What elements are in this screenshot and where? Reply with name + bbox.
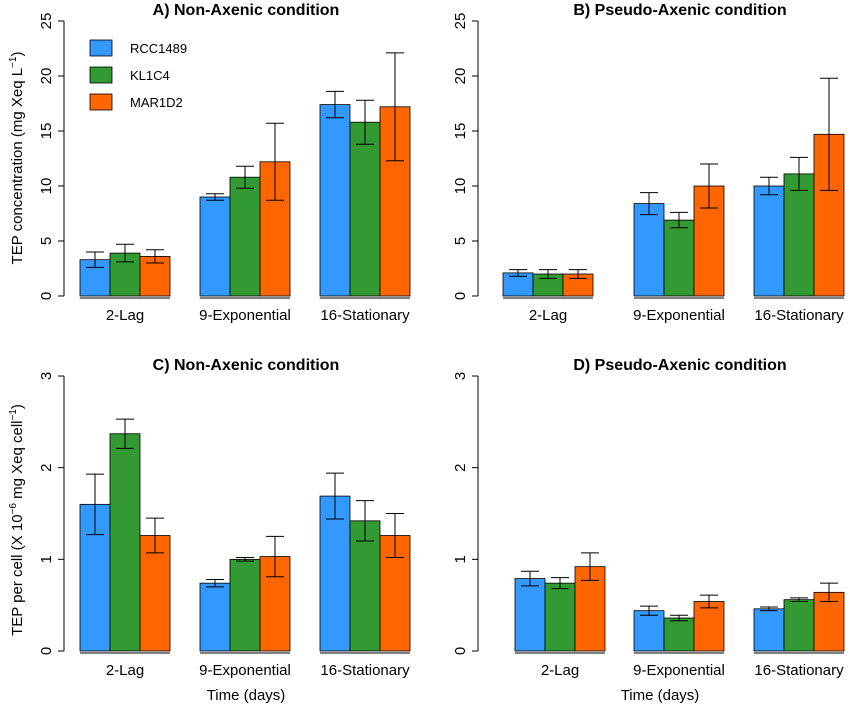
y-tick-label: 2 [452,463,469,471]
panel-c: C) Non-Axenic condition 0 1 2 3 2-Lag 9-Expone… [38,357,411,679]
bar-rcc1489-16-stationary [753,185,785,297]
bar-mar1d2-2-lag [139,535,171,652]
x-tick-label: 2-Lag [106,662,144,679]
y-tick-label: 0 [38,647,55,655]
bar-rcc1489-16-stationary [753,608,785,652]
x-axis-label-right: Time (days) [621,687,700,704]
bar-rcc1489-9-exponential [633,203,665,297]
bar-rcc1489-2-lag [514,578,546,652]
y-tick-label: 3 [452,372,469,380]
legend: RCC1489 KL1C4 MAR1D2 [89,39,187,111]
legend-label-mar1d2: MAR1D2 [130,95,183,110]
legend-swatch-rcc1489 [89,39,113,57]
bar-rcc1489-9-exponential [633,610,665,652]
x-tick-label: 2-Lag [529,307,567,324]
bar-rcc1489-2-lag [79,259,111,297]
legend-label-rcc1489: RCC1489 [130,41,187,56]
y-tick-label: 5 [452,237,469,245]
x-tick-label: 16-Stationary [320,307,410,324]
bar-kl1c4-9-exponential [229,558,261,652]
legend-label-kl1c4: KL1C4 [130,68,170,83]
x-tick-label: 9-Exponential [633,307,725,324]
panel-b: B) Pseudo-Axenic condition 0 5 10 15 20 25 2-La… [452,2,845,324]
bar-kl1c4-2-lag [109,433,141,652]
bar-kl1c4-9-exponential [229,176,261,297]
y-tick-label: 25 [452,13,469,30]
y-tick-label: 5 [38,237,55,245]
y-tick-label: 20 [38,68,55,85]
bar-rcc1489-9-exponential [199,582,231,652]
y-tick-label: 20 [452,68,469,85]
y-axis-label-bottom: TEP per cell (X 10−6 mg Xeq cell−1) [8,404,26,636]
y-tick-label: 25 [38,13,55,30]
y-tick-label: 15 [452,123,469,140]
x-tick-label: 2-Lag [106,307,144,324]
x-tick-label: 9-Exponential [199,662,291,679]
y-tick-label: 3 [38,372,55,380]
y-tick-label: 10 [452,178,469,195]
y-tick-label: 2 [38,463,55,471]
panel-title: B) Pseudo-Axenic condition [573,2,786,19]
legend-swatch-kl1c4 [89,66,113,84]
panel-d: D) Pseudo-Axenic condition 0 1 2 3 2-Lag 9-Exp… [452,357,845,679]
x-tick-label: 16-Stationary [754,307,844,324]
bar-kl1c4-2-lag [544,582,576,652]
bar-kl1c4-16-stationary [349,121,381,297]
bar-kl1c4-16-stationary [783,173,815,297]
x-tick-label: 9-Exponential [633,662,725,679]
x-tick-label: 16-Stationary [320,662,410,679]
legend-swatch-mar1d2 [89,93,113,111]
bar-kl1c4-9-exponential [663,617,695,652]
x-tick-label: 16-Stationary [754,662,844,679]
y-tick-label: 0 [452,647,469,655]
bar-mar1d2-2-lag [139,255,171,297]
y-tick-label: 1 [38,555,55,563]
x-axis-label-left: Time (days) [207,687,286,704]
bar-kl1c4-16-stationary [783,599,815,652]
bar-rcc1489-16-stationary [319,104,351,297]
bar-kl1c4-16-stationary [349,520,381,652]
x-tick-label: 9-Exponential [199,307,291,324]
panel-title: C) Non-Axenic condition [153,357,340,374]
y-axis-label-top: TEP concentration (mg Xeq L−1) [8,52,26,265]
y-tick-label: 1 [452,555,469,563]
y-tick-label: 0 [38,292,55,300]
y-tick-label: 10 [38,178,55,195]
panel-title: A) Non-Axenic condition [153,2,340,19]
bar-rcc1489-9-exponential [199,196,231,297]
y-tick-label: 0 [452,292,469,300]
panel-title: D) Pseudo-Axenic condition [573,357,786,374]
bar-kl1c4-9-exponential [663,219,695,297]
x-tick-label: 2-Lag [541,662,579,679]
panel-a: A) Non-Axenic condition 0 5 10 15 20 25 2-Lag 9-… [38,2,411,324]
bar-mar1d2-16-stationary [813,591,845,652]
bar-mar1d2-9-exponential [693,601,725,652]
y-tick-label: 15 [38,123,55,140]
